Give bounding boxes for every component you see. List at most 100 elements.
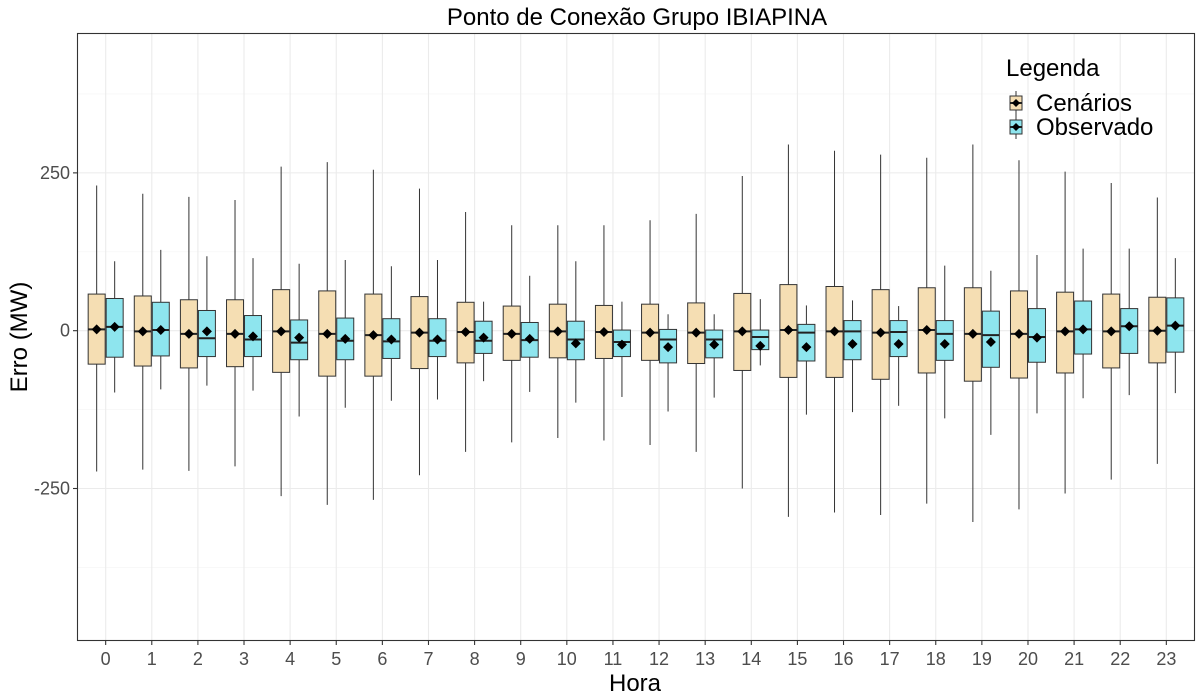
x-tick-label: 16 bbox=[834, 649, 854, 669]
mean-marker bbox=[414, 327, 425, 338]
mean-marker bbox=[616, 339, 627, 350]
box-cenarios-hora-5 bbox=[318, 162, 337, 505]
mean-marker bbox=[368, 330, 379, 341]
box-observado-hora-16 bbox=[843, 300, 862, 413]
mean-marker bbox=[1152, 325, 1163, 336]
box-observado-hora-11 bbox=[612, 301, 631, 397]
box-cenarios-hora-13 bbox=[687, 213, 706, 452]
mean-marker bbox=[755, 340, 766, 351]
mean-marker bbox=[248, 331, 259, 342]
mean-marker bbox=[1078, 324, 1089, 335]
x-tick-label: 8 bbox=[470, 649, 480, 669]
y-tick-label: 250 bbox=[40, 163, 70, 183]
x-tick-label: 6 bbox=[377, 649, 387, 669]
mean-marker bbox=[386, 334, 397, 345]
box-cenarios-hora-20 bbox=[1009, 160, 1028, 510]
x-tick-label: 23 bbox=[1156, 649, 1176, 669]
x-tick-label: 2 bbox=[193, 649, 203, 669]
box-cenarios-hora-23 bbox=[1148, 197, 1167, 464]
box-cenarios-hora-0 bbox=[87, 185, 106, 472]
y-axis-title: Erro (MW) bbox=[6, 282, 33, 393]
x-tick-label: 11 bbox=[604, 649, 623, 669]
box-observado-hora-2 bbox=[197, 256, 216, 386]
box-observado-hora-3 bbox=[244, 258, 263, 391]
mean-marker bbox=[645, 327, 656, 338]
mean-marker bbox=[340, 333, 351, 344]
mean-marker bbox=[322, 328, 333, 339]
x-tick-label: 13 bbox=[695, 649, 715, 669]
box-cenarios-hora-19 bbox=[963, 144, 982, 522]
box-cenarios-hora-15 bbox=[779, 144, 798, 517]
x-tick-label: 7 bbox=[423, 649, 433, 669]
mean-marker bbox=[506, 328, 517, 339]
box-observado-hora-1 bbox=[151, 249, 170, 390]
box-observado-hora-4 bbox=[290, 263, 309, 417]
box-observado-hora-20 bbox=[1027, 254, 1046, 414]
mean-marker bbox=[691, 327, 702, 338]
box-observado-hora-21 bbox=[1074, 248, 1093, 399]
mean-marker bbox=[1170, 320, 1181, 331]
mean-marker bbox=[155, 325, 166, 336]
x-tick-label: 19 bbox=[972, 649, 992, 669]
mean-marker bbox=[985, 337, 996, 348]
mean-marker bbox=[783, 325, 794, 336]
box-cenarios-hora-1 bbox=[133, 193, 152, 470]
mean-marker bbox=[598, 326, 609, 337]
y-tick-label: 0 bbox=[60, 321, 70, 341]
mean-marker bbox=[847, 338, 858, 349]
boxes bbox=[87, 144, 1185, 522]
box-cenarios-hora-4 bbox=[272, 166, 291, 497]
box-cenarios-hora-7 bbox=[410, 188, 429, 476]
box-observado-hora-13 bbox=[705, 314, 724, 398]
mean-marker bbox=[524, 333, 535, 344]
box-observado-hora-14 bbox=[751, 299, 770, 366]
box-cenarios-hora-9 bbox=[502, 225, 521, 443]
box-observado-hora-6 bbox=[382, 266, 401, 401]
mean-marker bbox=[570, 338, 581, 349]
mean-marker bbox=[967, 328, 978, 339]
x-tick-label: 15 bbox=[787, 649, 807, 669]
mean-marker bbox=[91, 324, 102, 335]
box-cenarios-hora-8 bbox=[456, 212, 475, 452]
box-observado-hora-10 bbox=[566, 261, 585, 403]
legend-label: Observado bbox=[1036, 114, 1153, 141]
box-observado-hora-19 bbox=[981, 270, 1000, 435]
mean-marker bbox=[276, 326, 287, 337]
mean-marker bbox=[893, 338, 904, 349]
x-tick-label: 17 bbox=[880, 649, 900, 669]
mean-marker bbox=[294, 332, 305, 343]
x-tick-label: 1 bbox=[147, 649, 157, 669]
box-cenarios-hora-12 bbox=[641, 220, 660, 445]
box-cenarios-hora-18 bbox=[917, 157, 936, 504]
mean-marker bbox=[663, 342, 674, 353]
box-cenarios-hora-14 bbox=[733, 176, 752, 489]
mean-marker bbox=[801, 342, 812, 353]
mean-marker bbox=[709, 339, 720, 350]
legend-entry-observado: Observado bbox=[1009, 114, 1153, 141]
box-cenarios-hora-3 bbox=[226, 200, 245, 467]
box-observado-hora-8 bbox=[474, 301, 493, 382]
mean-marker bbox=[939, 338, 950, 349]
box-cenarios-hora-22 bbox=[1102, 182, 1121, 480]
legend-title: Legenda bbox=[1006, 55, 1100, 82]
x-tick-label: 4 bbox=[285, 649, 295, 669]
box-cenarios-hora-10 bbox=[548, 225, 567, 438]
mean-marker bbox=[432, 334, 443, 345]
mean-marker bbox=[1124, 321, 1135, 332]
x-tick-label: 14 bbox=[741, 649, 761, 669]
mean-marker bbox=[829, 326, 840, 337]
y-tick-label: -250 bbox=[34, 479, 70, 499]
x-tick-label: 3 bbox=[239, 649, 249, 669]
box-observado-hora-18 bbox=[935, 265, 954, 419]
x-tick-label: 18 bbox=[926, 649, 946, 669]
mean-marker bbox=[737, 326, 748, 337]
box-observado-hora-22 bbox=[1120, 248, 1139, 396]
x-tick-label: 10 bbox=[557, 649, 577, 669]
box-cenarios-hora-21 bbox=[1056, 171, 1075, 494]
x-tick-label: 22 bbox=[1110, 649, 1130, 669]
mean-marker bbox=[230, 328, 241, 339]
x-tick-label: 0 bbox=[101, 649, 111, 669]
